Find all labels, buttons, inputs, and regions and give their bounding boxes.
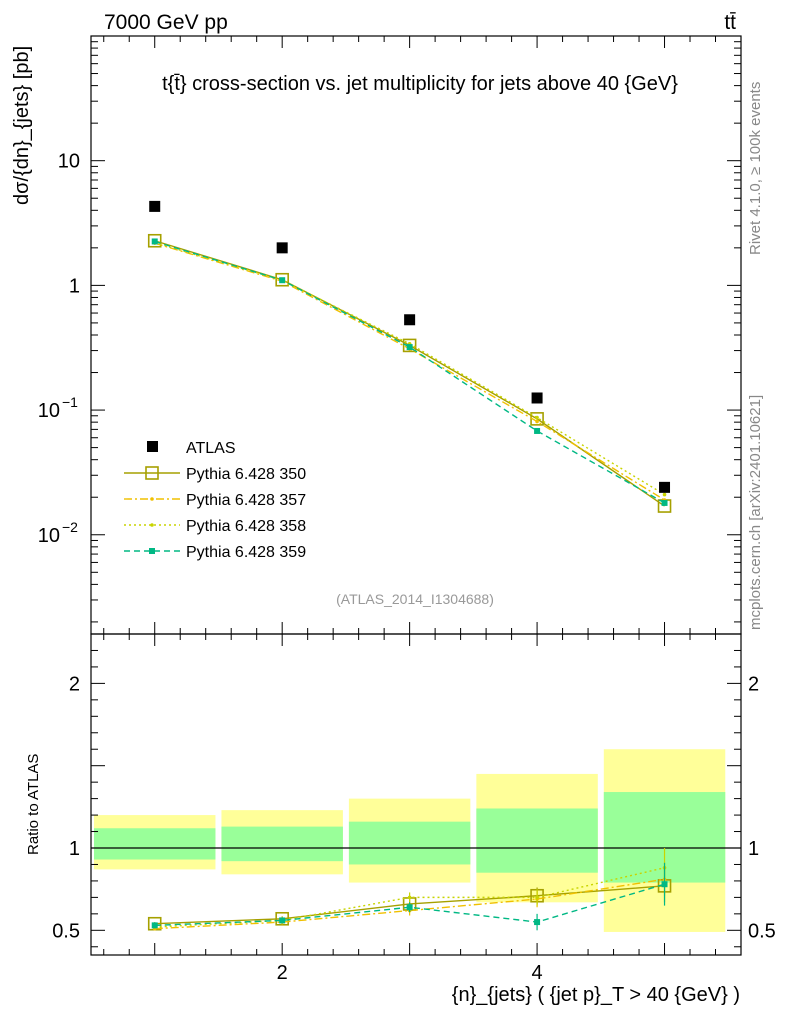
series-point xyxy=(402,338,417,353)
data-point xyxy=(276,242,288,254)
ratio-line-2 xyxy=(154,878,665,930)
legend-data-marker xyxy=(147,441,158,452)
ratio-tick-label-right: 1 xyxy=(748,838,759,860)
y-tick-label: 1 xyxy=(69,275,80,297)
legend-data-label: ATLAS xyxy=(186,440,236,457)
y-tick-label: 10 xyxy=(58,151,80,173)
series-point xyxy=(406,344,413,351)
series-point xyxy=(534,427,541,434)
analysis-id: (ATLAS_2014_I1304688) xyxy=(336,591,494,607)
ratio-tick-label: 1 xyxy=(69,838,80,860)
legend-marker-3 xyxy=(150,523,154,527)
data-point xyxy=(404,314,416,326)
series-point xyxy=(151,238,158,245)
legend-marker-4 xyxy=(149,548,155,554)
ratio-band-inner xyxy=(476,808,598,873)
series-point xyxy=(662,492,667,497)
x-axis-label: {n}_{jets} ( {jet p}_T > 40 {GeV} ) xyxy=(452,984,740,1006)
data-point xyxy=(531,392,543,404)
series-point xyxy=(661,499,668,506)
series-line-2 xyxy=(154,242,665,501)
series-point xyxy=(279,277,286,284)
ratio-point xyxy=(407,895,412,900)
series-point xyxy=(147,233,162,248)
rivet-version-label: Rivet 4.1.0, ≥ 100k events xyxy=(747,82,764,255)
ratio-point xyxy=(151,922,158,929)
series-line-4 xyxy=(154,240,665,504)
energy-label: 7000 GeV pp xyxy=(104,11,228,34)
series-point xyxy=(535,415,539,420)
ratio-point xyxy=(279,917,286,924)
legend-label-4: Pythia 6.428 359 xyxy=(186,544,306,561)
plot-title: t{t̄} cross-section vs. jet multiplicity… xyxy=(162,73,678,95)
process-label: tt̄ xyxy=(724,11,736,34)
y-tick-label: 10 xyxy=(38,525,60,547)
y-tick-exponent: −2 xyxy=(62,519,78,535)
legend-label-3: Pythia 6.428 358 xyxy=(186,518,306,535)
ratio-point xyxy=(406,904,413,911)
ratio-band-inner xyxy=(94,828,216,860)
ratio-tick-label-right: 2 xyxy=(748,673,759,695)
y-tick-exponent: −1 xyxy=(62,394,78,410)
legend-label-2: Pythia 6.428 357 xyxy=(186,492,306,509)
ratio-point xyxy=(535,895,539,900)
ratio-point xyxy=(534,919,541,926)
legend-label-1: Pythia 6.428 350 xyxy=(186,466,306,483)
series-point xyxy=(535,419,539,424)
ratio-tick-label: 2 xyxy=(69,673,80,695)
ratio-band-inner xyxy=(348,821,471,865)
data-point xyxy=(149,200,161,212)
y-axis-label: dσ/{dn}_{jets} [pb] xyxy=(11,46,33,205)
ratio-band-inner xyxy=(221,826,343,862)
series-point xyxy=(530,412,544,426)
ratio-tick-label-right: 0.5 xyxy=(748,920,776,942)
x-tick-label: 4 xyxy=(532,962,543,984)
ratio-axis-label: Ratio to ATLAS xyxy=(25,754,42,855)
legend-marker-2 xyxy=(150,497,154,501)
ratio-tick-label: 0.5 xyxy=(52,920,80,942)
series-point xyxy=(275,272,289,287)
mcplots-label: mcplots.cern.ch [arXiv:2401.10621] xyxy=(747,395,764,630)
ratio-point xyxy=(275,911,289,926)
legend-marker-1 xyxy=(145,466,159,480)
ratio-plot-frame xyxy=(90,633,742,956)
data-point xyxy=(659,481,671,493)
x-tick-label: 2 xyxy=(277,962,288,984)
ratio-point xyxy=(661,881,668,888)
y-tick-label: 10 xyxy=(38,400,60,422)
